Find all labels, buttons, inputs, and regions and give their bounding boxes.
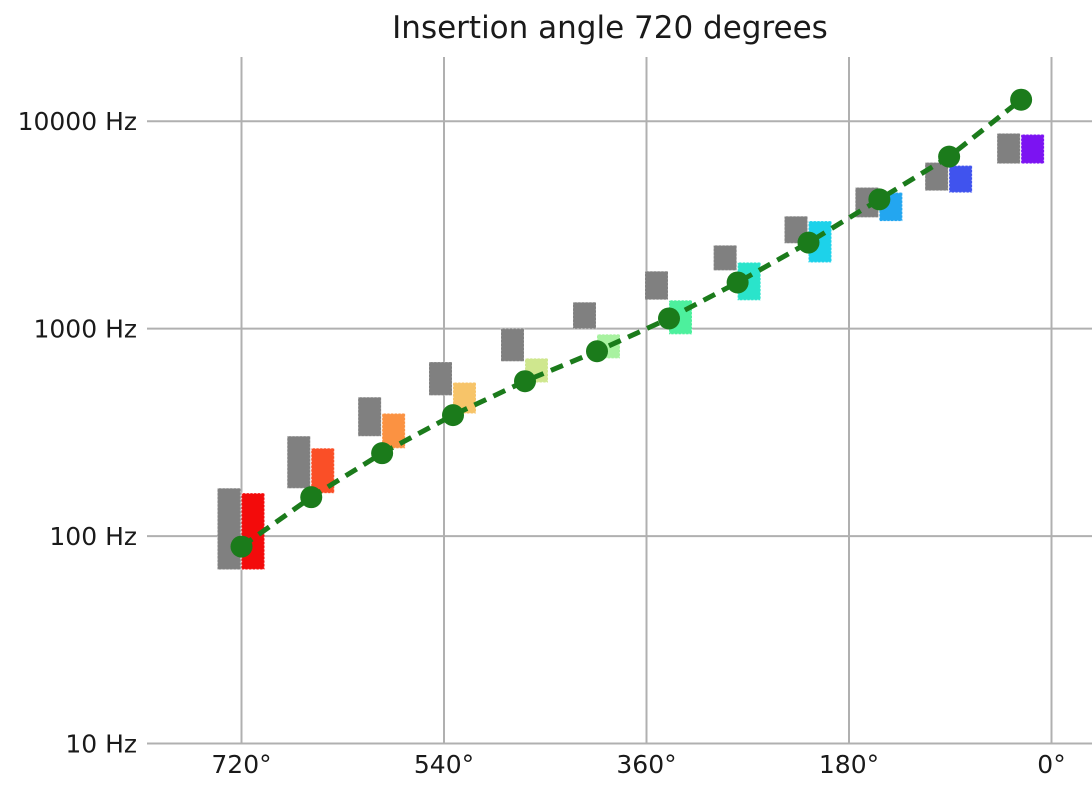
place-frequency-marker [1010,88,1033,111]
place-frequency-marker [658,307,680,330]
x-tick-label: 180° [819,750,879,779]
place-frequency-marker [300,486,323,509]
place-frequency-marker [726,271,749,294]
reference-band-bar [357,396,382,437]
y-tick-label: 10 Hz [65,730,137,759]
reference-band-bar [216,487,242,571]
y-tick-label: 100 Hz [49,522,137,551]
place-frequency-marker [797,231,820,254]
place-frequency-marker [868,188,891,211]
electrode-band-bar [381,412,406,449]
x-tick-label: 0° [1037,750,1065,779]
electrode-band-bar [310,447,335,494]
reference-band-bar [713,244,738,271]
x-tick-label: 540° [414,750,474,779]
y-tick-label: 1000 Hz [34,315,138,344]
place-frequency-dashed-line [240,97,1023,549]
place-frequency-marker [442,404,464,427]
place-frequency-marker [586,340,608,363]
reference-band-bar [428,361,453,396]
x-tick-label: 360° [616,750,676,779]
chart-title: Insertion angle 720 degrees [392,10,828,46]
reference-band-bar [500,328,525,362]
reference-band-bar [286,435,311,489]
reference-band-bar [644,270,669,301]
place-frequency-marker [938,145,961,168]
reference-band-bar [996,132,1021,165]
reference-band-bar [572,301,597,330]
x-tick-label: 720° [211,750,271,779]
electrode-band-bar [1020,133,1045,165]
place-frequency-marker [230,535,253,558]
y-tick-label: 10000 Hz [18,107,137,136]
place-frequency-marker [371,442,394,465]
electrode-band-bar [948,164,973,194]
place-frequency-marker [514,370,536,393]
